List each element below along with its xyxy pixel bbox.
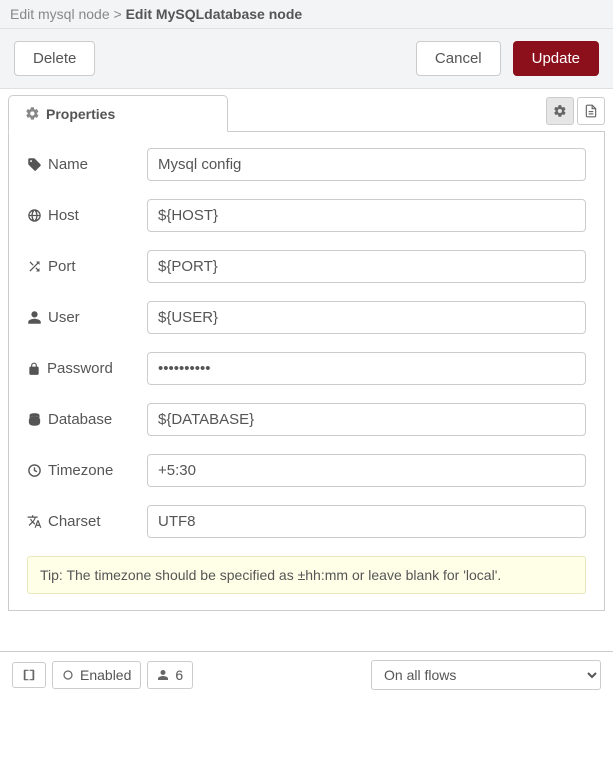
charset-label: Charset — [48, 513, 101, 530]
breadcrumb: Edit mysql node > Edit MySQLdatabase nod… — [0, 0, 613, 29]
update-button[interactable]: Update — [513, 41, 599, 76]
enabled-label: Enabled — [80, 667, 131, 683]
database-input[interactable] — [147, 403, 586, 436]
delete-button[interactable]: Delete — [14, 41, 95, 76]
tab-properties[interactable]: Properties — [8, 95, 228, 132]
name-label: Name — [48, 156, 88, 173]
database-label: Database — [48, 411, 112, 428]
document-icon — [584, 104, 598, 118]
globe-icon — [27, 208, 42, 223]
circle-icon — [62, 669, 74, 681]
database-icon — [27, 412, 42, 427]
button-bar: Delete Cancel Update — [0, 29, 613, 89]
tip-box: Tip: The timezone should be specified as… — [27, 556, 586, 594]
document-panel-button[interactable] — [577, 97, 605, 125]
book-icon — [22, 668, 36, 682]
row-database: Database — [27, 403, 586, 436]
row-user: User — [27, 301, 586, 334]
node-help-button[interactable] — [12, 662, 46, 688]
host-input[interactable] — [147, 199, 586, 232]
host-label: Host — [48, 207, 79, 224]
tag-icon — [27, 157, 42, 172]
row-timezone: Timezone — [27, 454, 586, 487]
timezone-label: Timezone — [48, 462, 113, 479]
user-icon — [157, 669, 169, 681]
users-count[interactable]: 6 — [147, 661, 193, 689]
tab-properties-label: Properties — [46, 106, 115, 122]
gear-icon — [25, 106, 40, 121]
row-password: Password — [27, 352, 586, 385]
breadcrumb-current: Edit MySQLdatabase node — [126, 6, 303, 22]
settings-panel-button[interactable] — [546, 97, 574, 125]
gear-icon — [553, 104, 567, 118]
row-name: Name — [27, 148, 586, 181]
password-label: Password — [47, 360, 113, 377]
footer-bar: Enabled 6 On all flows — [0, 651, 613, 698]
breadcrumb-separator: > — [114, 6, 122, 22]
scope-select[interactable]: On all flows — [371, 660, 601, 690]
port-label: Port — [48, 258, 76, 275]
clock-icon — [27, 463, 42, 478]
row-port: Port — [27, 250, 586, 283]
lock-icon — [27, 362, 41, 376]
shuffle-icon — [27, 259, 42, 274]
port-input[interactable] — [147, 250, 586, 283]
form-area: Name Host Port User — [8, 132, 605, 611]
charset-input[interactable] — [147, 505, 586, 538]
password-input[interactable] — [147, 352, 586, 385]
cancel-button[interactable]: Cancel — [416, 41, 501, 76]
users-count-value: 6 — [175, 667, 183, 683]
language-icon — [27, 514, 42, 529]
enabled-toggle[interactable]: Enabled — [52, 661, 141, 689]
user-label: User — [48, 309, 80, 326]
user-input[interactable] — [147, 301, 586, 334]
row-host: Host — [27, 199, 586, 232]
user-icon — [27, 310, 42, 325]
breadcrumb-parent[interactable]: Edit mysql node — [10, 6, 110, 22]
name-input[interactable] — [147, 148, 586, 181]
row-charset: Charset — [27, 505, 586, 538]
tab-bar: Properties — [8, 95, 605, 132]
timezone-input[interactable] — [147, 454, 586, 487]
